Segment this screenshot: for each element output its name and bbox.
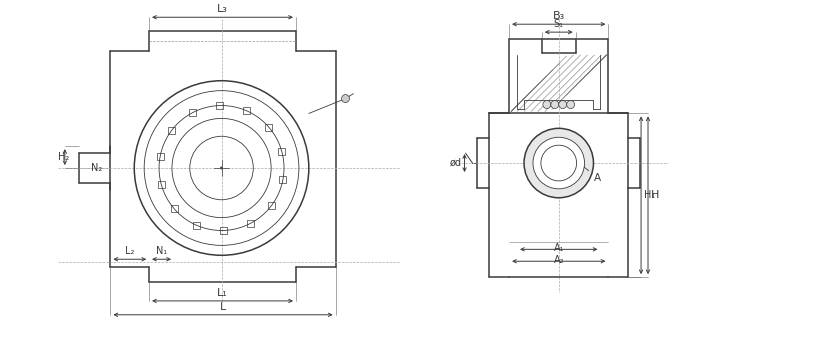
Text: H₁: H₁ [644,190,655,200]
Text: S₁: S₁ [554,19,564,29]
Text: ød: ød [450,158,462,168]
Circle shape [533,137,584,189]
Text: L₂: L₂ [125,246,135,256]
Bar [247,220,255,227]
Text: A₁: A₁ [553,243,564,253]
Text: N₁: N₁ [156,246,167,256]
Text: L₃: L₃ [217,4,228,14]
Text: H₂: H₂ [58,152,69,162]
Circle shape [551,101,559,108]
Text: L₁: L₁ [217,288,228,298]
Text: N₂: N₂ [91,163,103,173]
Bar [278,148,286,155]
Bar [220,227,228,234]
Bar [215,102,223,109]
Circle shape [541,145,577,181]
Bar [193,222,200,229]
Text: A₂: A₂ [553,255,564,265]
Circle shape [524,128,593,198]
Bar [265,124,273,131]
Text: A: A [576,161,601,183]
Bar [279,176,286,183]
Bar [243,107,250,114]
Circle shape [559,101,566,108]
Circle shape [220,167,223,169]
Bar [171,205,178,212]
Bar [168,127,175,135]
Bar [188,109,196,116]
Text: H: H [651,190,659,200]
Text: B₃: B₃ [552,11,565,21]
Text: L: L [220,302,226,312]
Circle shape [566,101,574,108]
Circle shape [342,95,349,102]
Bar [157,181,165,188]
Bar [268,202,275,209]
Bar [157,153,164,160]
Circle shape [543,101,551,108]
